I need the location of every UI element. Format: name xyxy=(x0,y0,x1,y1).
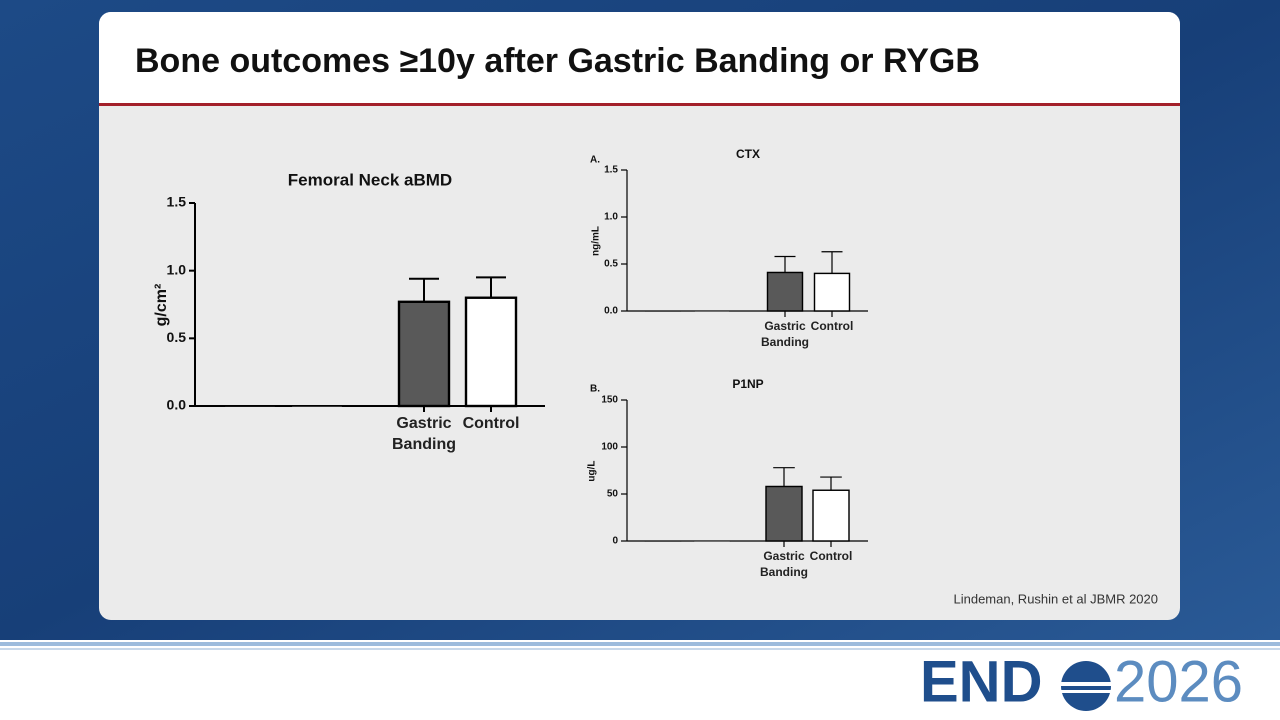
bar xyxy=(766,271,804,312)
logo-text: END xyxy=(920,649,1042,714)
bar xyxy=(291,405,343,407)
y-tick-label: 150 xyxy=(601,395,618,406)
x-tick-label: Control xyxy=(810,319,854,333)
card xyxy=(99,12,1180,620)
bar xyxy=(224,405,276,407)
bar xyxy=(644,540,682,542)
y-axis-label: ug/L xyxy=(587,460,598,481)
y-tick-label: 0 xyxy=(612,536,618,547)
x-tick-label: Control xyxy=(809,549,853,563)
panel-label: A. xyxy=(590,155,600,166)
y-tick-label: 1.0 xyxy=(604,212,618,223)
x-tick-label: Gastric Banding xyxy=(392,415,456,453)
chart-title: P1NP xyxy=(732,377,763,391)
y-tick-label: 1.0 xyxy=(167,261,187,277)
slide-title: Bone outcomes ≥10y after Gastric Banding… xyxy=(135,42,980,80)
x-tick-label: Gastric Banding xyxy=(760,549,808,579)
y-tick-label: 50 xyxy=(607,489,619,500)
x-tick-label: Control xyxy=(462,415,520,432)
y-tick-label: 0.0 xyxy=(604,306,618,317)
logo-text: 2026 xyxy=(1114,649,1243,714)
panel-label: B. xyxy=(590,384,600,395)
y-axis-label: ng/mL xyxy=(591,226,602,256)
x-tick-label: Gastric Banding xyxy=(761,319,809,349)
bar xyxy=(765,485,803,542)
y-axis-label: g/cm² xyxy=(153,284,170,327)
y-tick-label: 100 xyxy=(601,442,618,453)
chart-title: CTX xyxy=(736,147,760,161)
header-rule xyxy=(99,103,1180,106)
bar xyxy=(694,310,730,312)
bar xyxy=(812,489,850,542)
footer-stripe xyxy=(0,642,1280,646)
footer-stripe xyxy=(0,648,1280,650)
card-header xyxy=(99,12,1180,104)
y-tick-label: 0.5 xyxy=(604,259,618,270)
bar xyxy=(693,540,731,542)
bar xyxy=(397,300,451,408)
chart-title: Femoral Neck aBMD xyxy=(288,170,452,189)
bar xyxy=(464,296,518,408)
y-tick-label: 1.5 xyxy=(167,194,187,210)
citation: Lindeman, Rushin et al JBMR 2020 xyxy=(953,591,1158,606)
y-tick-label: 0.0 xyxy=(167,397,187,413)
logo-globe xyxy=(1058,661,1114,711)
bar xyxy=(813,272,851,312)
y-tick-label: 1.5 xyxy=(604,165,618,176)
y-tick-label: 0.5 xyxy=(167,329,187,345)
bar xyxy=(645,310,681,312)
